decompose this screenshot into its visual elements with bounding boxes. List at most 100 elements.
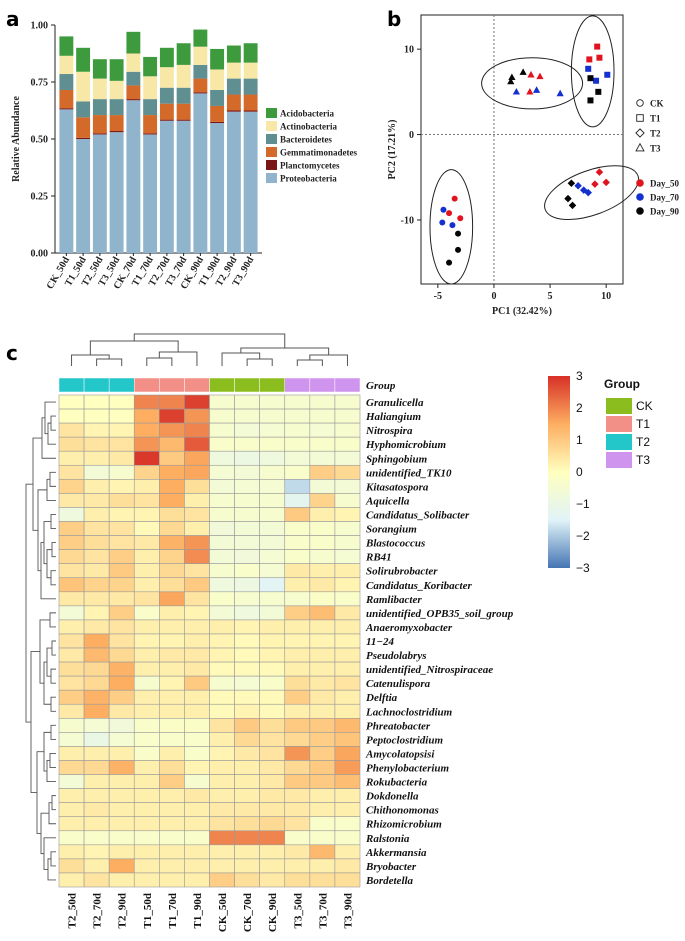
a-bar-T2_50d-Gemmatimonadetes: [92, 115, 107, 134]
c-group-legend-swatch-T1: [606, 416, 632, 432]
c-heatmap-cell: [234, 507, 260, 522]
c-row-label: Ramlibacter: [365, 594, 422, 606]
c-heatmap-cell: [284, 774, 311, 789]
c-row-dendro-link: [49, 753, 56, 768]
c-heatmap-cell: [334, 479, 361, 494]
c-heatmap-cell: [309, 802, 336, 818]
c-heatmap-cell: [58, 493, 85, 508]
c-row-label: Kitasatospora: [365, 481, 429, 493]
c-row-label: Sorangium: [366, 524, 417, 536]
c-row-dendro-link: [25, 483, 33, 723]
c-heatmap-cell: [83, 436, 110, 452]
c-heatmap-cell: [108, 479, 135, 494]
c-heatmap-cell: [334, 844, 361, 860]
c-heatmap-cell: [159, 535, 185, 550]
c-heatmap-cell: [83, 774, 110, 789]
c-heatmap-cell: [234, 479, 260, 494]
c-heatmap-cell: [58, 464, 85, 480]
c-heatmap-cell: [58, 436, 85, 452]
c-heatmap-cell: [83, 844, 110, 860]
c-heatmap-cell: [184, 746, 210, 761]
c-heatmap-cell: [259, 464, 286, 480]
a-legend-swatch-Actinobacteria: [266, 121, 277, 131]
c-heatmap-cell: [284, 605, 311, 621]
c-col-label: CK_70d: [242, 893, 254, 932]
c-row-label: RB41: [365, 552, 392, 564]
c-heatmap-cell: [209, 746, 235, 761]
c-heatmap-cell: [108, 830, 135, 846]
c-heatmap-cell: [184, 422, 210, 438]
c-row-label: 11−24: [366, 636, 395, 648]
c-row-label: Chithonomonas: [366, 805, 439, 817]
c-colorbar-tick-label: 2: [576, 401, 583, 415]
a-bar-T2_50d-Actinobacteria: [92, 78, 107, 100]
b-color-legend-label: Day_50: [650, 179, 679, 189]
c-group-cell-T2: [58, 377, 85, 393]
b-point-triangle: [556, 89, 564, 97]
c-heatmap-cell: [133, 450, 160, 466]
c-heatmap-cell: [309, 619, 336, 635]
c-heatmap-cell: [184, 661, 210, 677]
c-heatmap-cell: [209, 521, 235, 536]
c-heatmap-cell: [159, 788, 185, 803]
b-point-diamond: [595, 168, 604, 176]
c-heatmap-cell: [209, 647, 235, 663]
c-heatmap-cell: [284, 718, 311, 733]
c-group-cell-T3: [284, 377, 311, 393]
c-heatmap-cell: [234, 422, 260, 438]
c-heatmap-cell: [133, 746, 160, 761]
c-column-dendrogram: [71, 333, 348, 366]
c-heatmap-cell: [309, 647, 336, 663]
c-row-label: Pseudolabrys: [366, 650, 427, 662]
c-row-label: Akkermansia: [365, 847, 427, 859]
c-row-label: Phreatobacter: [366, 720, 431, 732]
c-heatmap-cell: [209, 549, 235, 564]
c-group-cell-T1: [159, 377, 185, 393]
c-heatmap-cell: [159, 647, 185, 663]
c-heatmap-cell: [159, 830, 185, 846]
c-heatmap-cell: [309, 479, 336, 494]
c-dendro-link: [158, 351, 198, 366]
b-point-triangle: [527, 70, 535, 78]
c-heatmap-cell: [184, 633, 210, 649]
b-plot-frame: [420, 14, 624, 285]
c-heatmap-cell: [133, 408, 160, 424]
c-heatmap-cell: [234, 774, 260, 789]
c-heatmap-cell: [58, 661, 85, 677]
c-heatmap-cell: [159, 577, 185, 593]
c-heatmap-cell: [234, 436, 260, 452]
a-bar-T2_70d-Proteobacteria: [159, 120, 174, 253]
c-heatmap-cell: [184, 802, 210, 818]
c-heatmap-cell: [209, 718, 235, 733]
c-colorbar-tick-label: 3: [576, 369, 583, 383]
c-heatmap-cell: [133, 464, 160, 480]
c-row-label: Phenylobacterium: [366, 763, 450, 775]
c-heatmap-cell: [133, 788, 160, 803]
c-col-label: T1_50d: [142, 893, 154, 928]
a-bar-T2_90d-Bacteroidetes: [226, 78, 241, 95]
c-row-dendro-link: [36, 751, 44, 834]
c-heatmap-cell: [284, 689, 311, 705]
b-x-tick-label: 5: [548, 291, 553, 302]
c-heatmap-cell: [334, 858, 361, 874]
a-legend-label-Proteobacteria: Proteobacteria: [280, 174, 337, 184]
c-heatmap-cell: [334, 563, 361, 579]
c-heatmap-cell: [58, 619, 85, 635]
c-heatmap-cell: [259, 521, 286, 536]
c-heatmap-cell: [209, 507, 235, 522]
c-heatmap-cell: [184, 788, 210, 803]
c-heatmap-cell: [309, 788, 336, 803]
a-bar-T2_70d-Actinobacteria: [159, 67, 174, 88]
c-heatmap-cell: [209, 493, 235, 508]
a-bar-T2_70d-Acidobacteria: [159, 47, 174, 68]
c-heatmap-cell: [234, 605, 260, 621]
c-heatmap-cell: [58, 507, 85, 522]
c-heatmap-cell: [108, 521, 135, 536]
c-heatmap-cell: [133, 633, 160, 649]
c-heatmap-cell: [58, 591, 85, 607]
b-color-legend-key-Day_70: [636, 193, 644, 201]
c-heatmap-cell: [259, 633, 286, 649]
c-row-label: Catenulispora: [366, 678, 431, 690]
c-col-label: CK_90d: [267, 893, 279, 932]
c-heatmap-cell: [108, 703, 135, 719]
